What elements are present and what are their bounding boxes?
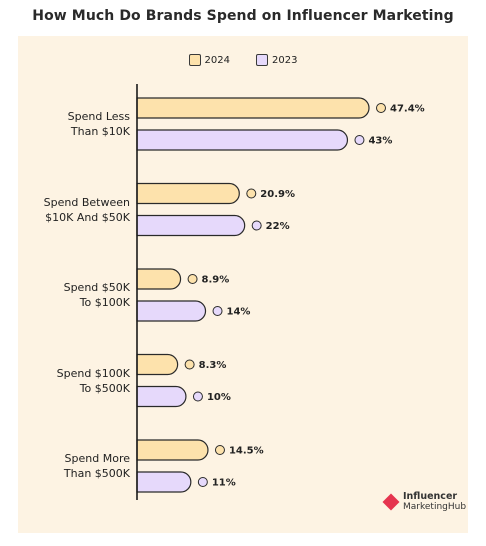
bar-2023 bbox=[136, 385, 187, 408]
category-label: Spend $50K To $100K bbox=[63, 281, 130, 309]
data-label-2023: 14% bbox=[227, 307, 251, 318]
bar-2023 bbox=[136, 214, 246, 237]
bar-2023 bbox=[136, 300, 207, 322]
legend-item-2023: 2023 bbox=[256, 54, 297, 66]
marker-dot-2024 bbox=[214, 445, 225, 455]
marker-dot-2023 bbox=[197, 477, 208, 487]
brand-diamond-icon bbox=[382, 493, 400, 511]
marker-dot-2024 bbox=[184, 359, 195, 370]
category-label: Spend Between $10K And $50K bbox=[43, 195, 130, 224]
marker-dot-2023 bbox=[192, 391, 203, 402]
data-label-2024: 14.5% bbox=[229, 446, 264, 457]
data-label-2024: 8.3% bbox=[199, 360, 227, 371]
chart-panel bbox=[18, 36, 468, 533]
bar-2024 bbox=[136, 97, 370, 119]
bar-2023 bbox=[136, 129, 349, 151]
brand-line-1: Influencer bbox=[403, 491, 458, 502]
bar-2024 bbox=[136, 439, 209, 461]
data-label-2024: 20.9% bbox=[260, 189, 295, 200]
legend-item-2024: 2024 bbox=[188, 54, 230, 66]
data-label-2023: 11% bbox=[212, 478, 236, 489]
legend-swatch-2023 bbox=[256, 54, 268, 66]
marker-dot-2024 bbox=[187, 274, 198, 284]
category-label: Spend More Than $500K bbox=[63, 452, 130, 480]
bar-2024 bbox=[136, 268, 182, 290]
bar-2023 bbox=[136, 471, 192, 493]
legend: 2024 2023 bbox=[0, 54, 486, 66]
data-label-2024: 47.4% bbox=[390, 104, 425, 115]
brand-line-2: MarketingHub bbox=[403, 502, 467, 512]
brand-logo: Influencer MarketingHub bbox=[382, 491, 467, 512]
data-label-2023: 10% bbox=[207, 392, 231, 403]
data-label-2023: 22% bbox=[266, 221, 290, 232]
data-label-2024: 8.9% bbox=[202, 275, 230, 286]
legend-label-2024: 2024 bbox=[204, 54, 230, 66]
bar-2024 bbox=[136, 353, 179, 376]
marker-dot-2023 bbox=[354, 135, 365, 145]
marker-dot-2024 bbox=[376, 103, 386, 113]
bar-2024 bbox=[136, 182, 240, 205]
data-label-2023: 43% bbox=[368, 136, 392, 147]
marker-dot-2024 bbox=[246, 188, 257, 199]
legend-swatch-2024 bbox=[188, 54, 201, 66]
legend-label-2023: 2023 bbox=[272, 54, 298, 66]
marker-dot-2023 bbox=[212, 306, 223, 316]
category-label: Spend Less Than $10K bbox=[67, 110, 130, 138]
marker-dot-2023 bbox=[251, 220, 262, 231]
category-label: Spend $100K To $500K bbox=[56, 366, 130, 395]
chart-title: How Much Do Brands Spend on Influencer M… bbox=[32, 8, 454, 24]
